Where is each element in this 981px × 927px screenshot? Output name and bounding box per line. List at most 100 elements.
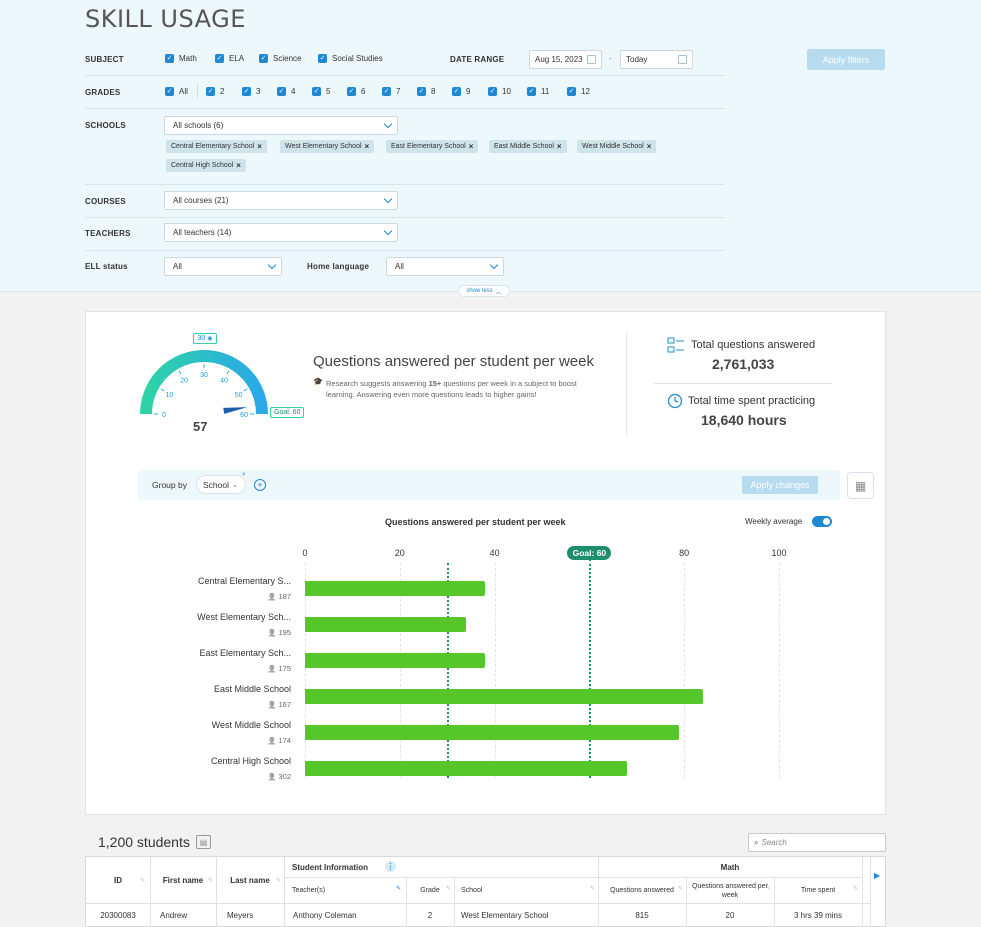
column-header-questions-answered[interactable]: Questions answered xyxy=(606,878,678,903)
checkbox-label: Math xyxy=(179,54,197,63)
count-value: 167 xyxy=(278,700,291,709)
total-time-label: Total time spent practicing xyxy=(688,395,816,407)
add-group-icon[interactable]: + xyxy=(254,479,266,491)
grade-all-checkbox[interactable]: ✓ All xyxy=(165,87,188,96)
grade-9-checkbox[interactable]: ✓ 9 xyxy=(452,87,470,96)
column-header-teachers[interactable]: Teacher(s) xyxy=(292,878,325,903)
schools-select[interactable]: All schools (6) xyxy=(164,116,398,135)
user-icon: 👤 xyxy=(267,702,279,709)
school-chip[interactable]: West Middle School × xyxy=(577,140,657,153)
apply-filters-button[interactable]: Apply filters xyxy=(807,49,885,70)
grade-3-checkbox[interactable]: ✓ 3 xyxy=(242,87,260,96)
divider xyxy=(862,857,863,927)
school-chip[interactable]: East Middle School × xyxy=(489,140,567,153)
chevron-up-icon: ︿ xyxy=(495,289,502,296)
checklist-icon xyxy=(667,337,684,353)
close-icon[interactable]: × xyxy=(257,142,262,151)
subject-social-studies-checkbox[interactable]: ✓ Social Studies xyxy=(318,54,383,63)
ell-status-label: ELL status xyxy=(85,262,128,271)
close-icon[interactable]: × xyxy=(364,142,370,151)
sort-icon[interactable]: ✎ xyxy=(396,886,402,892)
checkbox-label: 12 xyxy=(581,87,590,96)
grade-6-checkbox[interactable]: ✓ 6 xyxy=(347,87,365,96)
column-header-first-name[interactable]: First name xyxy=(150,857,216,903)
gauge-tick-label: 20 xyxy=(180,377,188,384)
school-chip[interactable]: East Elementary School × xyxy=(386,140,479,153)
grade-12-checkbox[interactable]: ✓ 12 xyxy=(567,87,590,96)
group-by-value: School xyxy=(203,479,229,490)
courses-select[interactable]: All courses (21) xyxy=(164,191,398,210)
weekly-average-toggle[interactable] xyxy=(812,516,832,527)
table-columns-icon[interactable]: ▤ xyxy=(196,835,211,849)
header-label: ID xyxy=(114,875,122,885)
close-icon[interactable]: × xyxy=(242,472,246,478)
column-header-time-spent[interactable]: Time spent xyxy=(774,878,862,903)
grade-11-checkbox[interactable]: ✓ 11 xyxy=(527,87,549,96)
sort-icon[interactable]: ✎ xyxy=(140,878,146,884)
close-icon[interactable]: × xyxy=(646,142,652,151)
ell-status-select[interactable]: All xyxy=(164,257,282,276)
close-icon[interactable]: × xyxy=(468,142,474,151)
school-chip[interactable]: Central High School × xyxy=(166,159,246,172)
group-by-select[interactable]: School ⌄ xyxy=(196,475,246,494)
sort-icon[interactable]: ✎ xyxy=(208,878,214,884)
divider xyxy=(598,857,599,927)
header-label: Math xyxy=(720,862,740,872)
cell-questions-per-week: 20 xyxy=(725,910,735,920)
date-to-input[interactable]: Today xyxy=(620,50,693,69)
badge-value: 30 xyxy=(197,335,206,342)
date-from-input[interactable]: Aug 15, 2023 xyxy=(529,50,602,69)
apply-changes-button[interactable]: Apply changes xyxy=(742,476,818,494)
check-icon: ✓ xyxy=(527,87,536,96)
sort-icon[interactable]: ✎ xyxy=(446,886,452,892)
checkbox-label: 10 xyxy=(502,87,511,96)
divider xyxy=(85,108,725,109)
count-value: 187 xyxy=(278,592,291,601)
count-value: 195 xyxy=(278,628,291,637)
divider xyxy=(686,878,687,927)
sort-icon[interactable]: ✎ xyxy=(590,886,596,892)
grade-4-checkbox[interactable]: ✓ 4 xyxy=(277,87,295,96)
grid-line xyxy=(494,563,496,778)
courses-label: COURSES xyxy=(85,197,126,206)
subject-math-checkbox[interactable]: ✓ Math xyxy=(165,54,197,63)
column-header-id[interactable]: ID xyxy=(86,857,150,903)
category-count: 👤 195 xyxy=(268,628,291,637)
close-icon[interactable]: × xyxy=(556,142,562,151)
note-text: Research suggests answering xyxy=(326,379,429,388)
grade-10-checkbox[interactable]: ✓ 10 xyxy=(488,87,511,96)
user-icon: 👤 xyxy=(267,666,279,673)
sort-icon[interactable]: ✎ xyxy=(276,878,282,884)
teachers-select[interactable]: All teachers (14) xyxy=(164,223,398,242)
cell-id: 20300083 xyxy=(100,910,136,920)
column-header-school[interactable]: School xyxy=(461,878,482,903)
column-header-grade[interactable]: Grade xyxy=(406,878,454,903)
check-icon: ✓ xyxy=(242,87,251,96)
table-view-icon[interactable]: ▦ xyxy=(847,472,874,499)
subject-science-checkbox[interactable]: ✓ Science xyxy=(259,54,301,63)
more-options-icon[interactable]: ⋮ xyxy=(385,861,396,872)
show-less-button[interactable]: show less ︿ xyxy=(458,285,510,297)
column-header-last-name[interactable]: Last name xyxy=(216,857,284,903)
x-tick-label: 20 xyxy=(394,548,405,558)
grade-5-checkbox[interactable]: ✓ 5 xyxy=(312,87,330,96)
subject-ela-checkbox[interactable]: ✓ ELA xyxy=(215,54,244,63)
gauge-top-badge: 30 ◉ xyxy=(193,333,217,344)
scroll-right-icon[interactable]: ▶ xyxy=(874,871,881,880)
column-header-questions-per-week[interactable]: Questions answered per week xyxy=(690,878,770,903)
grade-2-checkbox[interactable]: ✓ 2 xyxy=(206,87,224,96)
home-language-select[interactable]: All xyxy=(386,257,504,276)
grade-8-checkbox[interactable]: ✓ 8 xyxy=(417,87,435,96)
sort-icon[interactable]: ✎ xyxy=(678,886,684,892)
search-input[interactable]: ⌕ Search xyxy=(748,833,886,852)
category-count: 👤 167 xyxy=(268,700,291,709)
school-chip[interactable]: Central Elementary School × xyxy=(166,140,267,153)
cell-school: West Elementary School xyxy=(461,910,549,920)
grade-7-checkbox[interactable]: ✓ 7 xyxy=(382,87,400,96)
sort-icon[interactable]: ✎ xyxy=(766,886,772,892)
divider xyxy=(85,250,725,251)
grid-line xyxy=(399,563,401,778)
school-chip[interactable]: West Elementary School × xyxy=(280,140,375,153)
sort-icon[interactable]: ✎ xyxy=(853,886,859,892)
close-icon[interactable]: × xyxy=(236,161,241,170)
